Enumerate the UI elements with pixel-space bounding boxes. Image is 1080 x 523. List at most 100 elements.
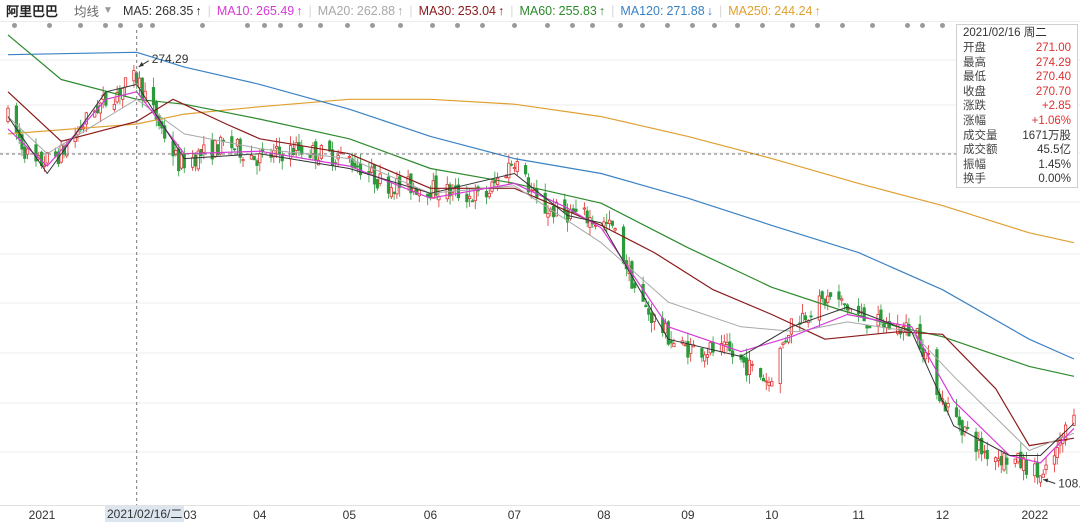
ma-indicator-ma20[interactable]: MA20: 262.88 ↑ <box>318 4 404 18</box>
event-marker-dot[interactable] <box>712 23 717 28</box>
candle-up <box>319 145 323 159</box>
candle-down <box>574 208 578 212</box>
candle-up <box>787 334 791 343</box>
candle-down <box>470 200 475 203</box>
ma-indicator-ma60[interactable]: MA60: 255.83 ↑ <box>519 4 605 18</box>
event-marker-dot[interactable] <box>815 23 820 28</box>
info-value: 270.70 <box>1035 85 1071 98</box>
candle-up <box>1072 414 1076 426</box>
candle-up <box>613 228 617 231</box>
candle-up <box>725 342 729 345</box>
event-marker-dot[interactable] <box>278 23 283 28</box>
candle-up <box>274 146 279 149</box>
separator: | <box>718 3 723 18</box>
candle-up <box>73 135 77 143</box>
event-marker-dot[interactable] <box>200 23 205 28</box>
event-marker-dot[interactable] <box>790 23 795 28</box>
x-tick-label: 04 <box>253 508 267 522</box>
candle-up <box>554 201 558 217</box>
event-marker-dot[interactable] <box>840 23 845 28</box>
ma-type-selector[interactable]: 均线 <box>74 5 100 19</box>
event-marker-dot[interactable] <box>940 23 945 28</box>
event-marker-dot[interactable] <box>570 23 575 28</box>
candle-up <box>977 440 981 451</box>
event-marker-dot[interactable] <box>138 23 143 28</box>
candle-up <box>123 77 128 88</box>
candle-down <box>193 154 198 167</box>
candle-down <box>759 368 763 378</box>
candle-down <box>171 140 175 157</box>
info-value: 1671万股 <box>1022 129 1071 142</box>
ma-value: 268.35 <box>155 3 194 18</box>
info-row: 成交额 45.5亿 <box>963 143 1071 158</box>
candle-up <box>946 403 950 408</box>
event-marker-dot[interactable] <box>318 23 323 28</box>
candle-up <box>311 145 315 154</box>
event-marker-dot[interactable] <box>618 23 623 28</box>
event-marker-dot[interactable] <box>455 23 460 28</box>
candle-up <box>781 342 785 345</box>
candle-down <box>252 155 256 161</box>
candle-down <box>233 148 237 151</box>
event-marker-dot[interactable] <box>370 23 375 28</box>
event-marker-dot[interactable] <box>760 23 765 28</box>
info-row: 最低 270.40 <box>963 70 1071 85</box>
info-value: 271.00 <box>1035 42 1071 54</box>
candle-up <box>546 212 550 218</box>
arrow-up-icon: ↑ <box>598 3 606 18</box>
event-marker-dot[interactable] <box>735 23 740 28</box>
x-axis: 2021 03 04 05 06 07 08 09 10 11 12 2022 2021/02/16/… <box>0 505 1080 523</box>
ma-indicator-ma30[interactable]: MA30: 253.04 ↑ <box>419 4 505 18</box>
candle-up <box>347 155 351 158</box>
candle-down <box>510 163 514 166</box>
event-marker-dot[interactable] <box>245 23 250 28</box>
event-marker-dot[interactable] <box>47 23 52 28</box>
ma-indicator-ma120[interactable]: MA120: 271.88 ↓ <box>620 4 713 18</box>
event-marker-dot[interactable] <box>640 23 645 28</box>
info-value: 270.40 <box>1035 71 1071 84</box>
event-marker-dot[interactable] <box>430 23 435 28</box>
event-marker-dot[interactable] <box>398 23 403 28</box>
event-marker-dot[interactable] <box>545 23 550 28</box>
ma30-line <box>7 91 1075 447</box>
event-marker-dot[interactable] <box>690 23 695 28</box>
candle-down <box>314 141 318 161</box>
ma-value: 255.83 <box>558 3 597 18</box>
event-marker-dot[interactable] <box>150 23 155 28</box>
event-marker-dot[interactable] <box>905 23 910 28</box>
event-marker-dot[interactable] <box>590 23 595 28</box>
candle-down <box>954 407 959 417</box>
event-marker-dot[interactable] <box>345 23 350 28</box>
event-marker-dot[interactable] <box>78 23 83 28</box>
candle-down <box>230 136 234 149</box>
ma-indicator-ma5[interactable]: MA5: 268.35 ↑ <box>123 4 202 18</box>
candle-down <box>238 138 242 158</box>
event-marker-dot[interactable] <box>103 23 108 28</box>
event-marker-dot[interactable] <box>118 23 123 28</box>
candle-down <box>856 305 861 314</box>
candle-up <box>202 144 206 153</box>
ma-indicator-ma10[interactable]: MA10: 265.49 ↑ <box>217 4 303 18</box>
event-marker-dot[interactable] <box>298 23 303 28</box>
arrow-up-icon: ↑ <box>497 3 505 18</box>
ma-indicator-list: MA5: 268.35 ↑ | MA10: 265.49 ↑ | MA20: 262.88 ↑ | MA… <box>123 4 821 18</box>
event-marker-dot[interactable] <box>512 23 517 28</box>
event-marker-dot[interactable] <box>665 23 670 28</box>
event-marker-dot[interactable] <box>262 23 267 28</box>
chevron-down-icon[interactable]: ▼ <box>103 5 113 16</box>
info-value: +2.85 <box>1041 100 1071 113</box>
event-marker-dot[interactable] <box>480 23 485 28</box>
candle-up <box>1013 458 1017 464</box>
event-marker-dot[interactable] <box>12 23 17 28</box>
event-marker-dot[interactable] <box>870 23 875 28</box>
candle-up <box>1002 452 1006 471</box>
candle-up <box>582 207 586 210</box>
candle-down <box>386 176 391 194</box>
ma-indicator-ma250[interactable]: MA250: 244.24 ↑ <box>728 4 821 18</box>
x-tick-label: 07 <box>507 508 522 522</box>
event-marker-dot[interactable] <box>920 23 925 28</box>
info-row: 收盘 270.70 <box>963 85 1071 100</box>
candle-down <box>960 420 964 436</box>
info-value: 0.00% <box>1038 173 1071 186</box>
